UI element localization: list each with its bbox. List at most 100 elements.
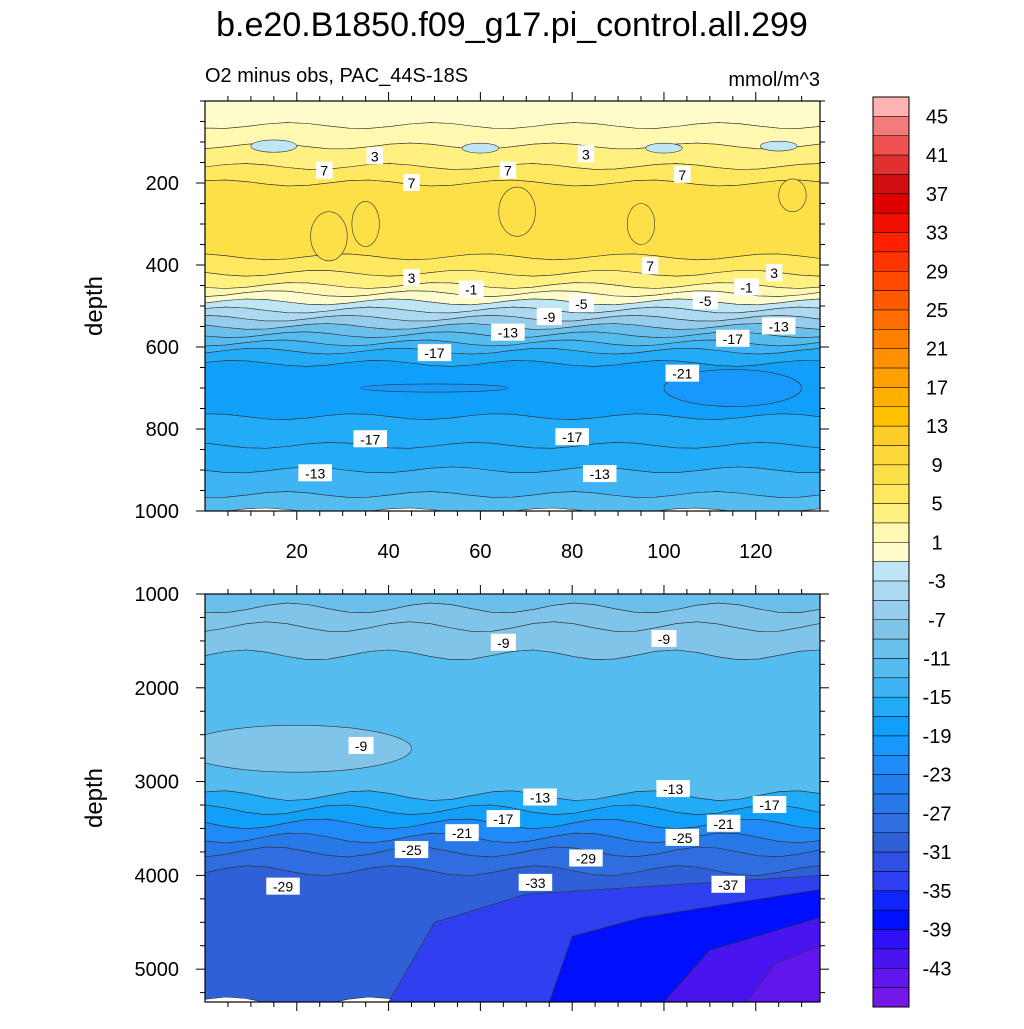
svg-text:-17: -17 — [360, 431, 380, 447]
colorbar-swatch — [872, 871, 910, 892]
colorbar-swatch — [872, 735, 910, 756]
colorbar-swatch — [872, 793, 910, 814]
contour-label: -25 — [394, 841, 429, 859]
svg-text:-37: -37 — [718, 877, 738, 893]
y-tick-label: 600 — [146, 337, 179, 359]
contour-label: -1 — [458, 280, 484, 298]
contour-label: -17 — [752, 796, 787, 814]
colorbar-label: -39 — [923, 920, 952, 942]
contour-blob — [360, 383, 509, 393]
contour-field — [205, 594, 820, 1002]
contour-label: 3 — [366, 147, 384, 165]
contour-blob — [760, 140, 798, 152]
svg-text:-17: -17 — [723, 331, 743, 347]
svg-text:-21: -21 — [714, 816, 734, 832]
panel-subtitle: O2 minus obs, PAC_44S-18S — [205, 65, 468, 87]
contour-label: -17 — [716, 329, 750, 347]
svg-text:3: 3 — [770, 265, 778, 281]
svg-text:-13: -13 — [769, 319, 789, 335]
svg-text:-5: -5 — [575, 296, 588, 312]
contour-blob — [310, 211, 348, 262]
contour-label: -9 — [348, 736, 374, 754]
colorbar-swatch — [872, 774, 910, 795]
colorbar-label: 37 — [926, 184, 948, 206]
y-tick-label: 5000 — [135, 959, 180, 981]
contour-label: -5 — [692, 292, 718, 310]
colorbar-swatch — [872, 658, 910, 679]
contour-label: -13 — [761, 317, 796, 335]
colorbar-swatch — [872, 406, 910, 427]
y-tick-label: 1000 — [135, 584, 180, 606]
colorbar-label: -23 — [923, 765, 952, 787]
colorbar-swatch — [872, 948, 910, 969]
contour-label: -17 — [555, 428, 589, 446]
contour-label: -13 — [491, 323, 525, 341]
colorbar-swatch — [872, 929, 910, 950]
colorbar-swatch — [872, 174, 910, 195]
y-tick-label: 2000 — [135, 678, 180, 700]
y-tick-label: 3000 — [135, 772, 180, 794]
svg-text:-17: -17 — [424, 345, 444, 361]
colorbar-label: -3 — [928, 571, 946, 593]
colorbar-swatch — [872, 232, 910, 253]
contour-label: 7 — [674, 165, 691, 183]
colorbar: 45 41 37 33 29 25 21 17 13 9 5 1 -3 -7 -11 -15 -19 -23 -27… — [872, 96, 952, 1008]
colorbar-label: -11 — [923, 648, 950, 670]
svg-text:-13: -13 — [498, 325, 518, 341]
colorbar-swatch — [872, 290, 910, 311]
colorbar-swatch — [872, 542, 910, 562]
colorbar-swatch — [872, 425, 910, 446]
contour-label: -9 — [536, 308, 562, 326]
upper-contour-panel: 3 3 7 7 7 7 3 7 3 -1 -1 -5 -5 -9 -13 -13 -17 -17 -21 -17 -17… — [81, 92, 829, 563]
colorbar-swatch — [872, 909, 910, 930]
contour-label: 7 — [403, 174, 420, 191]
contour-field — [205, 101, 820, 511]
colorbar-label: 1 — [931, 532, 942, 554]
svg-text:-33: -33 — [525, 875, 545, 891]
contour-blob — [645, 142, 683, 154]
contour-label: -21 — [445, 824, 479, 842]
contour-label: 3 — [765, 264, 783, 282]
svg-text:3: 3 — [371, 148, 379, 164]
x-tick-label: 60 — [469, 541, 491, 563]
svg-text:-13: -13 — [530, 790, 550, 806]
svg-text:-9: -9 — [543, 309, 556, 325]
svg-text:-25: -25 — [672, 830, 692, 846]
colorbar-swatch — [872, 193, 910, 214]
contour-blob — [351, 201, 380, 247]
svg-text:7: 7 — [646, 258, 654, 274]
colorbar-label: 17 — [926, 377, 948, 399]
colorbar-label: 41 — [926, 145, 948, 167]
svg-text:-9: -9 — [355, 738, 368, 754]
colorbar-swatch — [872, 135, 910, 156]
colorbar-label: -15 — [923, 687, 952, 709]
svg-text:-29: -29 — [273, 879, 293, 895]
colorbar-label: 13 — [926, 416, 948, 438]
svg-text:-9: -9 — [658, 631, 671, 647]
y-tick-label: 200 — [146, 173, 179, 195]
x-tick-label: 20 — [286, 541, 308, 563]
contour-label: -5 — [568, 294, 594, 312]
contour-label: 7 — [499, 161, 517, 179]
colorbar-swatch — [872, 309, 910, 330]
x-tick-label: 120 — [739, 541, 772, 563]
colorbar-swatch — [872, 580, 910, 601]
contour-label: -25 — [665, 828, 700, 846]
colorbar-swatch — [872, 716, 910, 737]
contour-label: -13 — [523, 788, 557, 806]
svg-text:-17: -17 — [493, 811, 513, 827]
svg-text:-5: -5 — [699, 293, 712, 309]
contour-label: -21 — [706, 814, 741, 832]
svg-text:-17: -17 — [562, 429, 582, 445]
contour-label: 3 — [403, 269, 420, 287]
svg-text:-1: -1 — [465, 282, 478, 298]
contour-label: -33 — [518, 873, 553, 891]
colorbar-label: 45 — [926, 106, 948, 128]
contour-blob — [205, 725, 412, 773]
colorbar-swatch — [872, 696, 910, 717]
colorbar-swatch — [872, 638, 910, 659]
y-tick-label: 800 — [146, 419, 179, 441]
svg-text:-1: -1 — [740, 280, 753, 296]
contour-blob — [626, 203, 656, 245]
